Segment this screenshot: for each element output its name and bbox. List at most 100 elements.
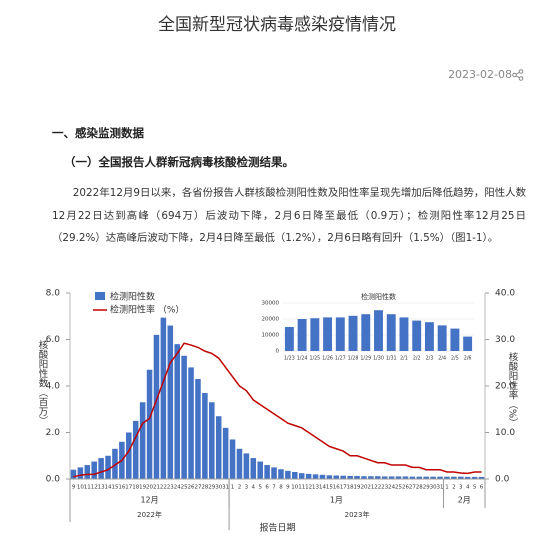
bar — [174, 344, 180, 479]
bar — [340, 475, 346, 479]
x-tick-label: 30 — [430, 485, 437, 491]
paragraph: 2022年12月9日以来，各省份报告人群核酸检测阳性数及阳性率呈现先增加后降低趋… — [52, 187, 526, 244]
bar — [416, 476, 423, 479]
x-tick-label: 12 — [305, 485, 312, 491]
y2-tick-label: 10.0 — [495, 428, 515, 438]
y-tick-label: 0.0 — [46, 475, 61, 485]
y2-tick-label: 20.0 — [495, 382, 515, 392]
bar — [243, 453, 250, 479]
bar — [285, 470, 291, 479]
inset-x-tick-label: 2/4 — [438, 356, 446, 362]
inset-x-tick-label: 1/29 — [360, 356, 371, 362]
legend-label: 检测阳性率 （%） — [110, 304, 184, 316]
x-tick-label: 21 — [153, 485, 160, 491]
bar — [298, 473, 305, 479]
x-tick-label: 22 — [160, 485, 167, 491]
bar — [368, 476, 374, 479]
inset-y-tick-label: 0 — [276, 349, 280, 355]
inset-bar — [399, 317, 409, 351]
bar — [91, 461, 97, 479]
bar — [146, 369, 153, 479]
inset-bar — [348, 315, 358, 351]
x-tick-label: 5 — [258, 485, 262, 491]
bar — [361, 476, 367, 479]
x-axis-label: 报告日期 — [259, 522, 295, 534]
bar — [375, 476, 381, 479]
x-tick-label: 3 — [245, 485, 249, 491]
bar — [423, 476, 429, 479]
x-tick-label: 25 — [181, 485, 188, 491]
bar — [458, 476, 464, 479]
x-tick-label: 10 — [77, 485, 84, 491]
bar — [215, 416, 222, 479]
inset-bar — [412, 320, 422, 351]
x-tick-label: 12 — [91, 485, 98, 491]
bar — [409, 476, 416, 479]
x-tick-label: 9 — [72, 485, 76, 491]
x-tick-label: 17 — [125, 485, 132, 491]
line — [73, 342, 482, 478]
x-tick-label: 10 — [291, 485, 298, 491]
bar — [84, 465, 91, 479]
x-tick-label: 19 — [354, 485, 361, 491]
legend-label: 检测阳性数 — [110, 291, 155, 303]
inset-bar — [284, 327, 294, 351]
x-tick-label: 2 — [452, 485, 456, 491]
inset-y-tick-label: 20000 — [262, 317, 280, 323]
y-tick-label: 2.0 — [46, 428, 61, 438]
inset-bar — [450, 328, 460, 351]
inset-x-tick-label: 2/2 — [413, 356, 421, 362]
inset-bar — [310, 318, 320, 351]
bar — [222, 427, 229, 479]
x-tick-label: 29 — [423, 485, 430, 491]
x-tick-label: 3 — [459, 485, 463, 491]
legend-swatch — [95, 292, 105, 300]
bar — [451, 476, 457, 479]
y2-tick-label: 30.0 — [495, 335, 515, 345]
x-tick-label: 7 — [272, 485, 276, 491]
x-tick-label: 18 — [132, 485, 139, 491]
bar — [312, 474, 319, 479]
x-tick-label: 19 — [139, 485, 146, 491]
bar — [395, 476, 402, 479]
publish-date: 2023-02-08 — [448, 68, 512, 81]
section-heading: 一、感染监测数据 — [52, 126, 144, 140]
x-tick-label: 21 — [367, 485, 374, 491]
inset-x-tick-label: 1/24 — [297, 356, 308, 362]
bar — [333, 475, 340, 479]
bar — [319, 474, 326, 479]
bar — [278, 469, 284, 479]
inset-x-tick-label: 1/30 — [373, 356, 384, 362]
y-tick-label: 6.0 — [46, 335, 61, 345]
inset-x-tick-label: 1/27 — [335, 356, 346, 362]
share-icon[interactable] — [512, 69, 524, 81]
bar — [202, 392, 208, 479]
x-tick-label: 18 — [347, 485, 354, 491]
bar — [70, 469, 77, 479]
x-tick-label: 11 — [84, 485, 91, 491]
x-tick-label: 31 — [222, 485, 229, 491]
bar — [444, 476, 450, 479]
y2-axis-label: 核酸阳性率（%） — [507, 351, 519, 427]
bar — [264, 465, 270, 479]
x-tick-label: 26 — [402, 485, 409, 491]
bar — [153, 334, 160, 479]
inset-y-tick-label: 30000 — [262, 301, 280, 307]
inset-bar — [374, 310, 383, 351]
x-tick-label: 11 — [298, 485, 305, 491]
bar — [167, 325, 174, 479]
inset-bar — [437, 325, 447, 351]
bar — [77, 467, 84, 479]
x-tick-label: 28 — [201, 485, 208, 491]
inset-bar — [424, 322, 434, 351]
bar — [402, 476, 409, 479]
x-tick-label: 28 — [416, 485, 423, 491]
x-tick-label: 14 — [105, 485, 112, 491]
month-label: 12月 — [140, 496, 158, 505]
x-tick-label: 23 — [167, 485, 174, 491]
x-tick-label: 5 — [473, 485, 477, 491]
bar — [250, 458, 257, 479]
bar — [229, 439, 236, 479]
x-tick-label: 9 — [286, 485, 290, 491]
x-tick-label: 27 — [409, 485, 416, 491]
